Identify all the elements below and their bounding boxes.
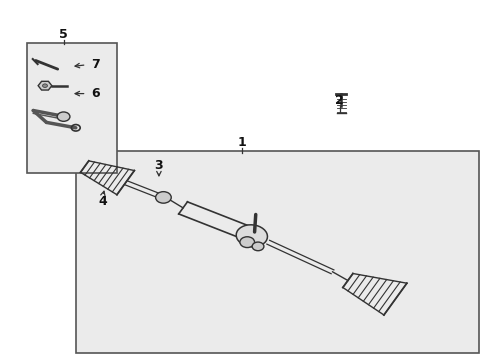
Circle shape bbox=[240, 237, 254, 248]
Text: 5: 5 bbox=[59, 28, 68, 41]
Text: 3: 3 bbox=[154, 159, 163, 172]
Circle shape bbox=[57, 112, 70, 121]
Bar bbox=[76, 151, 478, 353]
Text: 1: 1 bbox=[237, 136, 246, 149]
Polygon shape bbox=[38, 81, 52, 90]
Ellipse shape bbox=[236, 225, 267, 247]
Text: 2: 2 bbox=[335, 94, 344, 107]
Text: 4: 4 bbox=[98, 195, 107, 208]
Circle shape bbox=[42, 84, 47, 87]
Circle shape bbox=[252, 242, 264, 251]
Circle shape bbox=[155, 192, 171, 203]
Text: 7: 7 bbox=[91, 58, 100, 71]
Text: 6: 6 bbox=[91, 87, 100, 100]
Bar bbox=[27, 43, 117, 173]
